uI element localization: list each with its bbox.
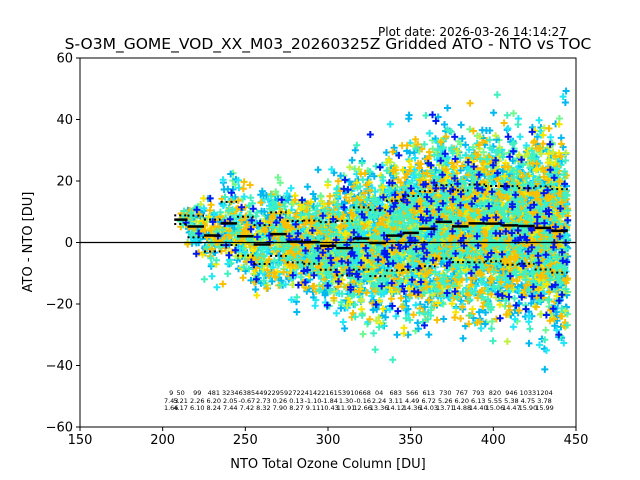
stats-value: 481 xyxy=(208,389,220,397)
stats-value: 7.43 xyxy=(164,397,178,405)
y-tick-label: 20 xyxy=(56,175,73,190)
stats-value: 14.47 xyxy=(502,404,521,412)
chart-title: S-O3M_GOME_VOD_XX_M03_20260325Z Gridded … xyxy=(65,35,592,54)
stats-value: 14.40 xyxy=(469,404,488,412)
stats-value: 14.12 xyxy=(386,404,405,412)
x-axis: 150 200 250 300 350 400 450 xyxy=(68,427,589,448)
stats-value: 5.26 xyxy=(438,397,452,405)
stats-value: 5.21 xyxy=(173,397,187,405)
stats-value: 12.66 xyxy=(353,404,372,412)
stats-value: 613 xyxy=(422,389,434,397)
stats-value: 9 xyxy=(169,389,173,397)
stats-value: 7.42 xyxy=(240,404,254,412)
stats-value: 2161 xyxy=(321,389,338,397)
stats-value: 730 xyxy=(439,389,451,397)
stats-value: 820 xyxy=(489,389,501,397)
stats-value: 2959 xyxy=(272,389,289,397)
stats-value: 0.13 xyxy=(289,397,303,405)
stats-value: 4.75 xyxy=(521,397,535,405)
y-tick-label: 40 xyxy=(56,113,73,128)
stats-value: 14.03 xyxy=(419,404,438,412)
stats-value: 1.66 xyxy=(164,404,178,412)
y-axis-label: ATO - NTO [DU] xyxy=(21,192,36,293)
stats-value: 13.36 xyxy=(370,404,389,412)
stats-value: 6.72 xyxy=(421,397,435,405)
stats-value: 0668 xyxy=(354,389,371,397)
stats-value: 3.11 xyxy=(388,397,402,405)
stats-value: 7.90 xyxy=(273,404,287,412)
stats-value: 0.26 xyxy=(273,397,287,405)
stats-value: 767 xyxy=(456,389,468,397)
stats-value: 3.78 xyxy=(537,397,551,405)
y-tick-label: −40 xyxy=(46,359,73,374)
x-tick-label: 400 xyxy=(481,433,506,448)
y-axis: 60 40 20 0 −20 −40 −60 xyxy=(46,52,80,436)
stats-value: 5.55 xyxy=(488,397,502,405)
stats-value: -1.10 xyxy=(305,397,322,405)
y-tick-label: −60 xyxy=(46,421,73,436)
stats-value: 4142 xyxy=(305,389,322,397)
x-axis-label: NTO Total Ozone Column [DU] xyxy=(230,457,426,472)
stats-value: 1033 xyxy=(520,389,537,397)
stats-value: 1204 xyxy=(536,389,553,397)
stats-value: 6.20 xyxy=(207,397,221,405)
stats-text: 97.431.66505.214.17992.266.104816.208.24… xyxy=(164,389,554,412)
stats-value: 04 xyxy=(375,389,383,397)
stats-value: 6385 xyxy=(239,389,256,397)
stats-value: 10.43 xyxy=(320,404,339,412)
scatter-series xyxy=(182,111,572,339)
x-tick-label: 450 xyxy=(564,433,589,448)
stats-value: -1.84 xyxy=(321,397,338,405)
scatter-points xyxy=(177,87,572,373)
stats-value: 11.91 xyxy=(337,404,356,412)
stats-value: 7.44 xyxy=(223,404,237,412)
stats-value: 6.10 xyxy=(190,404,204,412)
y-tick-label: 0 xyxy=(65,236,73,251)
stats-value: 4492 xyxy=(255,389,272,397)
stats-value: 15.99 xyxy=(535,404,554,412)
stats-value: 5.38 xyxy=(504,397,518,405)
stats-value: 3234 xyxy=(222,389,239,397)
stats-value: 50 xyxy=(177,389,185,397)
stats-value: 946 xyxy=(505,389,517,397)
stats-value: 6.20 xyxy=(455,397,469,405)
stats-value: 99 xyxy=(193,389,201,397)
stats-value: 9.11 xyxy=(306,404,320,412)
stats-value: -0.67 xyxy=(238,397,255,405)
stats-value: 6.13 xyxy=(471,397,485,405)
stats-value: 15.06 xyxy=(486,404,505,412)
stats-value: 566 xyxy=(406,389,418,397)
stats-value: 8.32 xyxy=(256,404,270,412)
stats-value: -0.16 xyxy=(354,397,371,405)
stats-value: 1.30 xyxy=(339,397,353,405)
plot-date: Plot date: 2026-03-26 14:14:27 xyxy=(378,25,567,39)
y-tick-label: −20 xyxy=(46,298,73,313)
x-tick-label: 200 xyxy=(150,433,175,448)
x-tick-label: 150 xyxy=(68,433,93,448)
stats-value: 4.49 xyxy=(405,397,419,405)
x-tick-label: 350 xyxy=(398,433,423,448)
stats-value: 2.73 xyxy=(256,397,270,405)
stats-value: 2.24 xyxy=(372,397,386,405)
stats-value: 2722 xyxy=(288,389,305,397)
stats-value: 5391 xyxy=(338,389,355,397)
x-tick-label: 250 xyxy=(233,433,258,448)
y-tick-label: 60 xyxy=(56,52,73,67)
stats-value: 8.27 xyxy=(289,404,303,412)
stats-value: 793 xyxy=(472,389,484,397)
stats-value: 15.90 xyxy=(519,404,538,412)
stats-value: 683 xyxy=(389,389,401,397)
stats-value: 4.17 xyxy=(173,404,187,412)
x-tick-label: 300 xyxy=(316,433,341,448)
stats-value: 2.05 xyxy=(223,397,237,405)
stats-value: 8.24 xyxy=(207,404,221,412)
stats-value: 14.88 xyxy=(452,404,471,412)
stats-value: 2.26 xyxy=(190,397,204,405)
stats-value: 14.36 xyxy=(403,404,422,412)
stats-value: 13.71 xyxy=(436,404,455,412)
